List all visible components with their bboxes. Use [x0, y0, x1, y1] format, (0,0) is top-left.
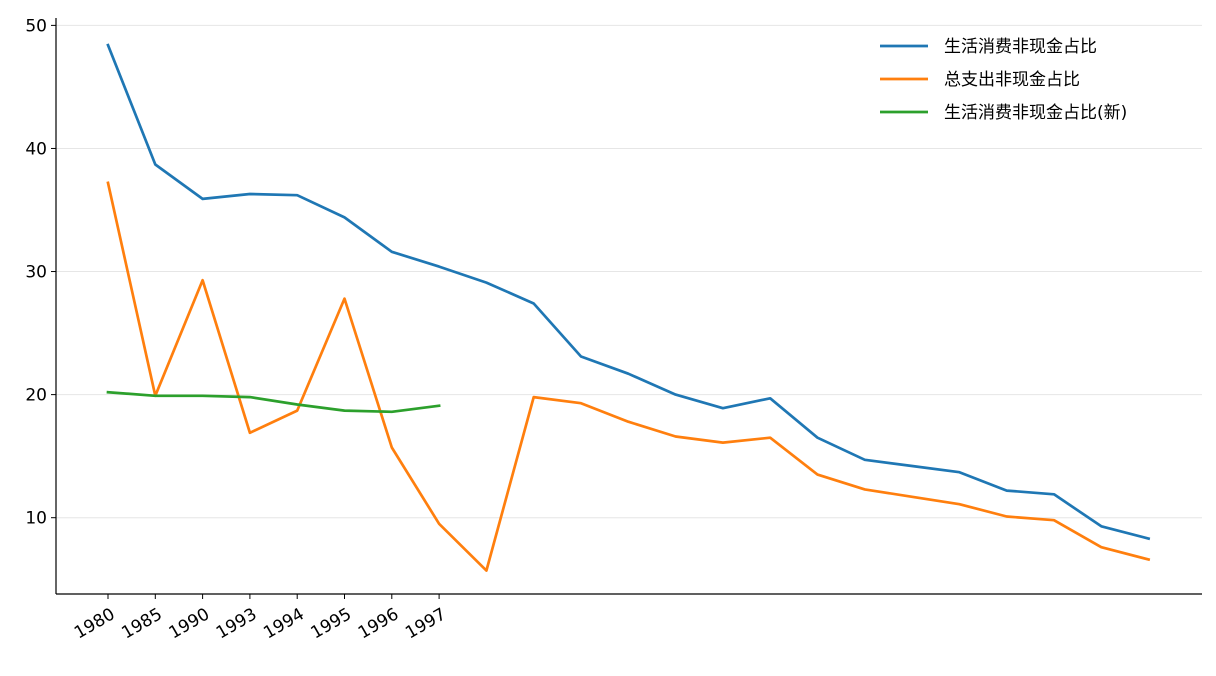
- x-tick-label: 1996: [355, 604, 402, 643]
- y-tick-label: 30: [25, 263, 47, 283]
- x-tick-label: 1993: [213, 604, 260, 643]
- y-tick-label: 50: [25, 16, 47, 36]
- axes: [55, 18, 1202, 595]
- legend-entry-3: 生活消费非现金占比(新): [880, 103, 1127, 123]
- legend-entry-1: 生活消费非现金占比: [880, 37, 1097, 57]
- x-tick-label: 1990: [166, 604, 213, 643]
- legend-label: 生活消费非现金占比(新): [944, 103, 1127, 123]
- legend-entry-2: 总支出非现金占比: [880, 70, 1080, 90]
- series-line-2: [106, 181, 1151, 572]
- series-line-1: [106, 43, 1151, 541]
- series-lines: [106, 43, 1151, 572]
- y-tick-label: 20: [25, 386, 47, 406]
- x-tick-label: 1997: [402, 604, 449, 643]
- x-tick-label: 1985: [118, 604, 165, 643]
- gridlines: [56, 24, 1202, 519]
- y-tick-label: 40: [25, 139, 47, 159]
- y-ticks: 10 20 30 40 50: [25, 16, 56, 529]
- legend-label: 生活消费非现金占比: [944, 37, 1097, 57]
- x-ticks: 1980 1985 1990 1993 1994 1995 1996 1997: [71, 594, 450, 643]
- x-tick-label: 1994: [260, 604, 307, 643]
- x-tick-label: 1995: [308, 604, 355, 643]
- legend-label: 总支出非现金占比: [944, 70, 1080, 90]
- y-tick-label: 10: [25, 509, 47, 529]
- x-tick-label: 1980: [71, 604, 118, 643]
- series-line-3: [106, 390, 441, 414]
